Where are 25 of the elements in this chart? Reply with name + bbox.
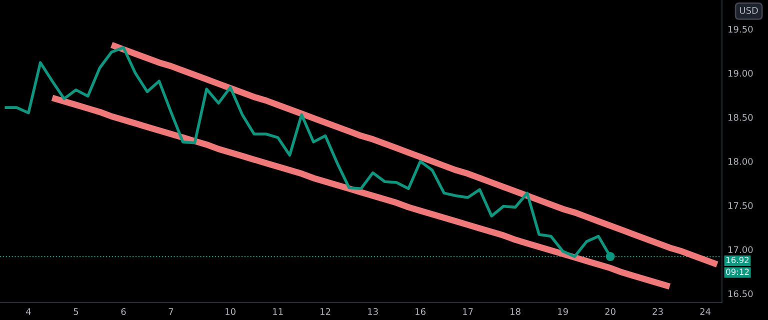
- text: 09:12: [726, 268, 749, 275]
- y-tick-label: 18.50: [728, 114, 753, 121]
- y-tick-label: 17.00: [728, 246, 753, 254]
- x-tick-label: 19: [558, 308, 568, 315]
- x-tick-label: 20: [605, 308, 616, 315]
- y-tick-label: 17.50: [728, 202, 753, 209]
- x-tick-label: 5: [74, 308, 78, 315]
- x-tick-label: 10: [226, 308, 236, 315]
- x-tick-label: 4: [26, 308, 31, 315]
- ref-line-label: 16.92: [726, 256, 749, 264]
- y-tick-label: 18.00: [728, 158, 753, 165]
- text: USD: [740, 6, 758, 14]
- x-tick-label: 7: [168, 308, 174, 315]
- y-tick-label: 19.50: [728, 26, 753, 33]
- y-tick-label: 16.50: [728, 290, 753, 298]
- x-tick-label: 23: [652, 308, 663, 315]
- x-tick-label: 24: [700, 308, 711, 315]
- x-tick-label: 18: [510, 308, 520, 315]
- x-tick-label: 17: [463, 308, 473, 315]
- x-tick-label: 12: [320, 308, 330, 315]
- x-tick-label: 13: [368, 308, 378, 315]
- x-tick-label: 16: [416, 308, 426, 315]
- x-tick-label: 11: [273, 308, 283, 315]
- y-tick-label: 19.00: [728, 70, 753, 77]
- x-tick-label: 6: [121, 308, 126, 315]
